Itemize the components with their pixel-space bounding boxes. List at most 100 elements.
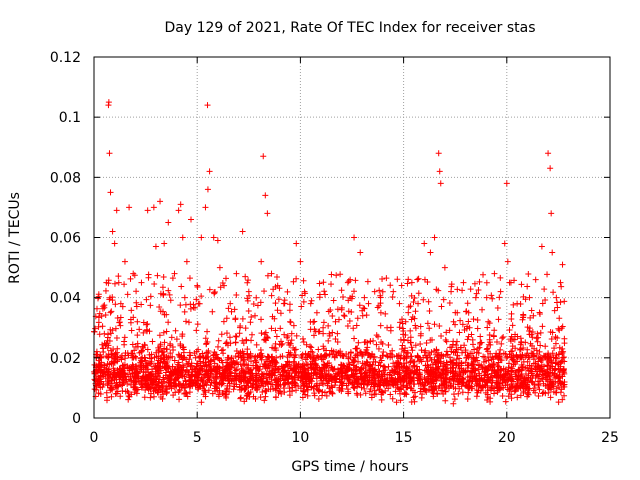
spread-point: [247, 319, 254, 326]
band-point: [476, 362, 483, 369]
band-point: [494, 387, 501, 394]
spread-point: [273, 273, 280, 280]
band-point: [394, 359, 401, 366]
spread-point: [373, 341, 380, 348]
spread-point: [498, 340, 505, 347]
band-point: [194, 380, 201, 387]
spread-point: [400, 349, 407, 356]
spread-point: [536, 309, 543, 316]
band-point: [138, 381, 145, 388]
data-point: [165, 219, 172, 226]
band-point: [121, 371, 128, 378]
spread-point: [93, 305, 100, 312]
band-point: [363, 358, 370, 365]
spread-point: [102, 312, 109, 319]
spread-point: [314, 352, 321, 359]
spread-point: [175, 351, 182, 358]
data-point: [427, 249, 434, 256]
band-point: [240, 369, 247, 376]
spread-point: [403, 354, 410, 361]
spread-point: [161, 345, 168, 352]
spread-point: [300, 298, 307, 305]
spread-point: [477, 333, 484, 340]
spread-point: [300, 335, 307, 342]
band-point: [403, 364, 410, 371]
spread-point: [539, 323, 546, 330]
band-point: [456, 373, 463, 380]
band-point: [172, 380, 179, 387]
spread-point: [95, 314, 102, 321]
spread-point: [159, 349, 166, 356]
spread-point: [268, 325, 275, 332]
spread-point: [440, 353, 447, 360]
spread-point: [146, 328, 153, 335]
band-point: [484, 393, 491, 400]
band-point: [468, 385, 475, 392]
band-point: [501, 372, 508, 379]
y-tick-label: 0.12: [50, 50, 81, 66]
spread-point: [490, 333, 497, 340]
band-point: [243, 384, 250, 391]
data-point: [233, 270, 240, 277]
band-point: [453, 372, 460, 379]
spread-point: [559, 345, 566, 352]
spread-point: [288, 337, 295, 344]
band-point: [370, 367, 377, 374]
band-point: [91, 386, 98, 393]
band-point: [453, 361, 460, 368]
band-point: [320, 381, 327, 388]
spread-point: [218, 331, 225, 338]
spread-point: [133, 303, 140, 310]
spread-point: [320, 319, 327, 326]
band-point: [226, 388, 233, 395]
band-point: [233, 381, 240, 388]
spread-point: [407, 303, 414, 310]
data-point: [262, 192, 269, 199]
spread-point: [438, 303, 445, 310]
x-axis-label: GPS time / hours: [291, 459, 408, 475]
spread-point: [307, 348, 314, 355]
band-point: [124, 364, 131, 371]
spread-point: [131, 347, 138, 354]
band-point: [525, 374, 532, 381]
band-point: [468, 368, 475, 375]
spread-point: [272, 327, 279, 334]
band-point: [290, 366, 297, 373]
spread-point: [438, 333, 445, 340]
band-point: [194, 372, 201, 379]
data-point: [520, 312, 527, 319]
band-point: [359, 373, 366, 380]
band-point: [378, 357, 385, 364]
data-point: [497, 288, 504, 295]
band-point: [482, 389, 489, 396]
spread-point: [364, 350, 371, 357]
spread-point: [147, 302, 154, 309]
spread-point: [112, 325, 119, 332]
band-point: [389, 372, 396, 379]
band-point: [147, 390, 154, 397]
band-point: [448, 359, 455, 366]
band-point: [193, 365, 200, 372]
spread-point: [541, 286, 548, 293]
spread-point: [377, 294, 384, 301]
spread-point: [534, 330, 541, 337]
spread-point: [399, 325, 406, 332]
spread-point: [363, 312, 370, 319]
spread-point: [178, 283, 185, 290]
spread-point: [144, 321, 151, 328]
band-point: [146, 372, 153, 379]
band-point: [453, 362, 460, 369]
spread-point: [290, 278, 297, 285]
spread-point: [245, 307, 252, 314]
spread-point: [163, 328, 170, 335]
band-point: [446, 379, 453, 386]
data-point: [121, 258, 128, 265]
band-point: [113, 382, 120, 389]
band-point: [117, 393, 124, 400]
spread-point: [376, 287, 383, 294]
data-point: [202, 204, 209, 211]
band-point: [134, 370, 141, 377]
spread-point: [383, 352, 390, 359]
spread-point: [253, 341, 260, 348]
spread-point: [223, 330, 230, 337]
